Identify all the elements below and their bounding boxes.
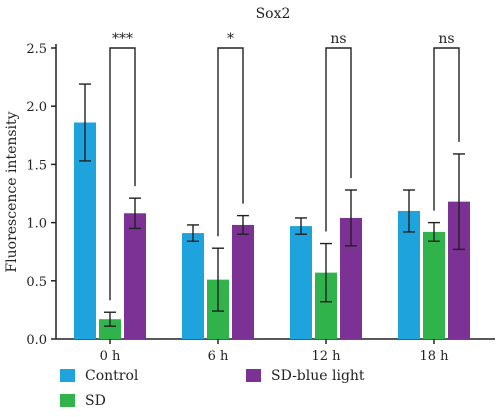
bars [74,122,470,339]
y-tick-label: 1.0 [26,217,47,232]
legend-swatch [60,369,75,382]
significance-brackets: *** * ns ns [109,31,460,301]
legend-label: Control [85,368,139,384]
bar [99,319,121,339]
bar [423,231,445,339]
legend-swatch [246,369,261,382]
bar [232,224,254,339]
y-tick-label: 0.0 [26,333,47,348]
legend-label: SD-blue light [271,368,365,384]
y-tick-label: 2.5 [26,42,47,57]
bar [398,210,420,339]
bar [182,233,204,339]
significance-bracket [433,47,460,211]
chart-title: Sox2 [256,6,291,22]
bar [448,201,470,339]
legend-swatch [60,394,75,407]
x-tick-label: 12 h [311,349,341,364]
bar [315,272,337,339]
significance-bracket [217,47,244,237]
significance-label: * [227,31,234,47]
bar [74,122,96,339]
significance-label: ns [330,31,346,47]
x-tick-label: 6 h [208,349,229,364]
y-tick-label: 0.5 [26,275,47,290]
significance-label: ns [438,31,454,47]
legend: Control SD SD-blue light [60,368,365,409]
y-axis-label: Fluorescence intensity [4,111,20,272]
significance-bracket [109,47,136,301]
y-tick-label: 2.0 [26,100,47,115]
legend-label: SD [85,393,106,409]
x-tick-label: 18 h [419,349,449,364]
significance-label: *** [112,31,133,47]
x-tick-label: 0 h [100,349,121,364]
significance-bracket [325,47,352,232]
y-tick-label: 1.5 [26,158,47,173]
bar [124,213,146,339]
bar [290,226,312,339]
bar [340,217,362,339]
error-bars [79,83,465,327]
